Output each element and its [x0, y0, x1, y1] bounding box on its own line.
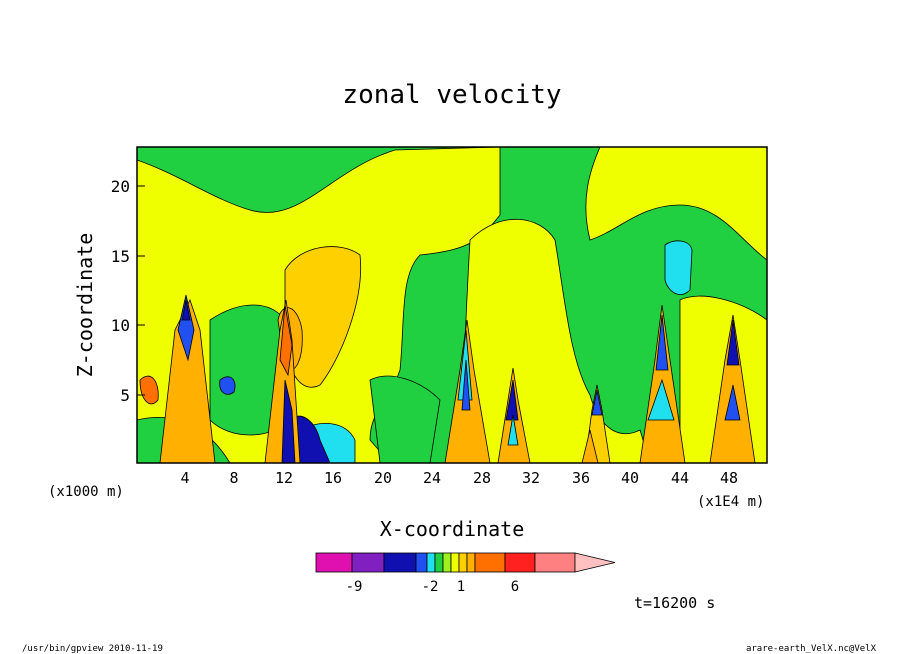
colorbar-swatch	[351, 552, 385, 573]
plume-features	[139, 294, 756, 463]
x-tick-label: 4	[180, 469, 189, 487]
colorbar-tick-label: 6	[511, 579, 519, 595]
x-tick-label: 40	[621, 469, 639, 487]
x-tick-label: 24	[423, 469, 441, 487]
colorbar-swatch	[315, 552, 353, 573]
colorbar-swatch	[426, 552, 436, 573]
colorbar-tick-label: -9	[346, 579, 363, 595]
field-region	[664, 240, 693, 295]
y-tick-label: 10	[111, 316, 130, 335]
colorbar-swatch	[466, 552, 476, 573]
y-axis: 5 10 15 20	[111, 177, 145, 405]
field-region	[369, 375, 441, 463]
x-unit-left: (x1000 m)	[48, 484, 124, 500]
x-tick-label: 28	[473, 469, 491, 487]
colorbar-swatch	[474, 552, 506, 573]
plot-area	[136, 146, 768, 464]
colorbar-swatch	[415, 552, 428, 573]
colorbar-swatch	[504, 552, 536, 573]
colorbar-swatch	[442, 552, 452, 573]
y-tick-label: 5	[120, 386, 130, 405]
x-tick-label: 8	[229, 469, 238, 487]
y-tick-label: 20	[111, 177, 130, 196]
x-tick-label: 32	[522, 469, 540, 487]
x-axis: 4 8 12 16 20 24 28 32 36 40 44 48	[180, 469, 738, 487]
x-tick-label: 48	[720, 469, 738, 487]
x-tick-label: 36	[572, 469, 590, 487]
colorbar-swatch	[383, 552, 417, 573]
colorbar-tick-label: -2	[422, 579, 439, 595]
x-tick-label: 44	[671, 469, 689, 487]
time-label: t=16200 s	[634, 594, 715, 612]
footer-left: /usr/bin/gpview 2010-11-19	[22, 644, 163, 654]
colorbar-arrow	[574, 552, 616, 573]
colorbar	[315, 552, 616, 573]
x-axis-label: X-coordinate	[380, 517, 525, 541]
colorbar-swatch	[434, 552, 444, 573]
field-region	[585, 147, 767, 261]
y-tick-label: 15	[111, 247, 130, 266]
colorbar-tick-label: 1	[457, 579, 465, 595]
colorbar-labels: -9 -2 1 6	[346, 579, 520, 595]
x-tick-label: 12	[275, 469, 293, 487]
x-tick-label: 16	[324, 469, 342, 487]
x-unit-right: (x1E4 m)	[697, 494, 764, 510]
footer-right: arare-earth_VelX.nc@VelX	[746, 644, 877, 654]
plot-frame	[136, 146, 768, 464]
chart-title: zonal velocity	[342, 80, 561, 110]
colorbar-swatch	[534, 552, 576, 573]
colorbar-swatch	[450, 552, 460, 573]
y-axis-label: Z-coordinate	[73, 233, 97, 378]
colorbar-swatch	[458, 552, 468, 573]
x-tick-label: 20	[374, 469, 392, 487]
